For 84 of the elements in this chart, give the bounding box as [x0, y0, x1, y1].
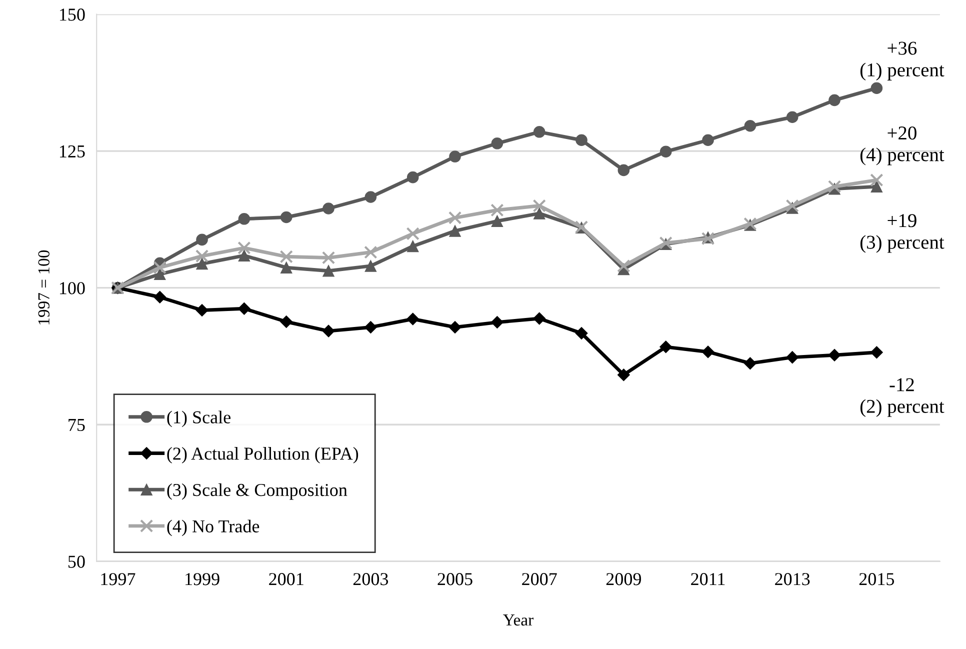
- point: [280, 262, 292, 274]
- point: [786, 199, 799, 212]
- point: [744, 120, 756, 132]
- point: [532, 199, 546, 212]
- point: [786, 351, 799, 364]
- point: [154, 268, 166, 280]
- y-tick-label: 100: [60, 282, 85, 294]
- point: [617, 368, 630, 382]
- point: [870, 82, 883, 94]
- annotation: +19 (3) percent: [860, 214, 944, 253]
- point: [702, 134, 714, 146]
- point: [490, 316, 504, 329]
- point: [870, 346, 883, 359]
- point: [322, 202, 334, 214]
- point: [196, 304, 208, 317]
- point: [660, 340, 672, 354]
- point: [744, 357, 756, 370]
- x-tick-label: 2009: [606, 573, 641, 586]
- point: [449, 150, 461, 162]
- point: [322, 264, 334, 277]
- x-tick-label: 2013: [775, 573, 810, 586]
- point: [195, 250, 209, 263]
- point: [154, 290, 166, 304]
- x-tick-label: 1999: [186, 573, 220, 586]
- point: [491, 137, 504, 150]
- y-tick-label: 50: [68, 556, 85, 568]
- x-axis-title: Year: [503, 614, 534, 626]
- point: [406, 240, 419, 252]
- y-tick-label: 125: [60, 145, 85, 158]
- point: [786, 111, 798, 124]
- annotation: -12 (2) percent: [860, 378, 944, 417]
- point: [491, 215, 504, 227]
- point: [364, 260, 377, 272]
- point: [153, 260, 166, 274]
- legend-label: (2) Actual Pollution (EPA): [167, 447, 358, 464]
- point: [280, 250, 293, 264]
- point: [238, 250, 250, 262]
- point: [702, 346, 714, 358]
- x-tick-label: 2015: [859, 573, 894, 586]
- point: [406, 171, 419, 184]
- x-tick-label: 2003: [353, 573, 388, 586]
- legend-label: (4) No Trade: [167, 520, 260, 536]
- point: [364, 191, 377, 203]
- y-axis-title: 1997 = 100: [38, 250, 50, 324]
- point: [238, 212, 250, 225]
- point: [406, 312, 420, 326]
- point: [828, 94, 840, 106]
- point: [533, 312, 546, 325]
- x-tick-label: 2005: [438, 573, 472, 586]
- legend-label: (1) Scale: [167, 410, 230, 428]
- point: [280, 316, 293, 328]
- annotation: +36 (1) percent: [860, 42, 944, 80]
- point: [364, 320, 377, 334]
- point: [448, 320, 462, 334]
- point: [364, 246, 378, 259]
- point: [490, 204, 504, 217]
- x-tick-label: 2011: [691, 573, 725, 586]
- point: [828, 348, 841, 362]
- point: [238, 302, 250, 315]
- annotation: +20 (4) percent: [860, 126, 944, 166]
- x-tick-label: 1997: [101, 573, 136, 586]
- point: [870, 180, 883, 193]
- point: [406, 227, 420, 240]
- point: [618, 164, 630, 176]
- point: [196, 258, 208, 270]
- point: [238, 241, 251, 254]
- point: [617, 259, 630, 273]
- x-tick-label: 2001: [269, 573, 304, 586]
- point: [196, 234, 208, 246]
- point: [280, 211, 292, 224]
- point: [322, 251, 336, 264]
- point: [449, 225, 461, 237]
- x-tick-label: 2007: [522, 573, 557, 586]
- point: [576, 134, 588, 146]
- point: [575, 327, 588, 340]
- y-tick-label: 150: [60, 8, 85, 21]
- point: [870, 173, 884, 187]
- legend-label: (3) Scale & Composition: [167, 483, 348, 500]
- y-tick-label: 75: [68, 419, 85, 432]
- point: [660, 146, 672, 158]
- point: [533, 208, 546, 220]
- point: [448, 211, 462, 224]
- point: [322, 324, 335, 338]
- point: [533, 126, 546, 138]
